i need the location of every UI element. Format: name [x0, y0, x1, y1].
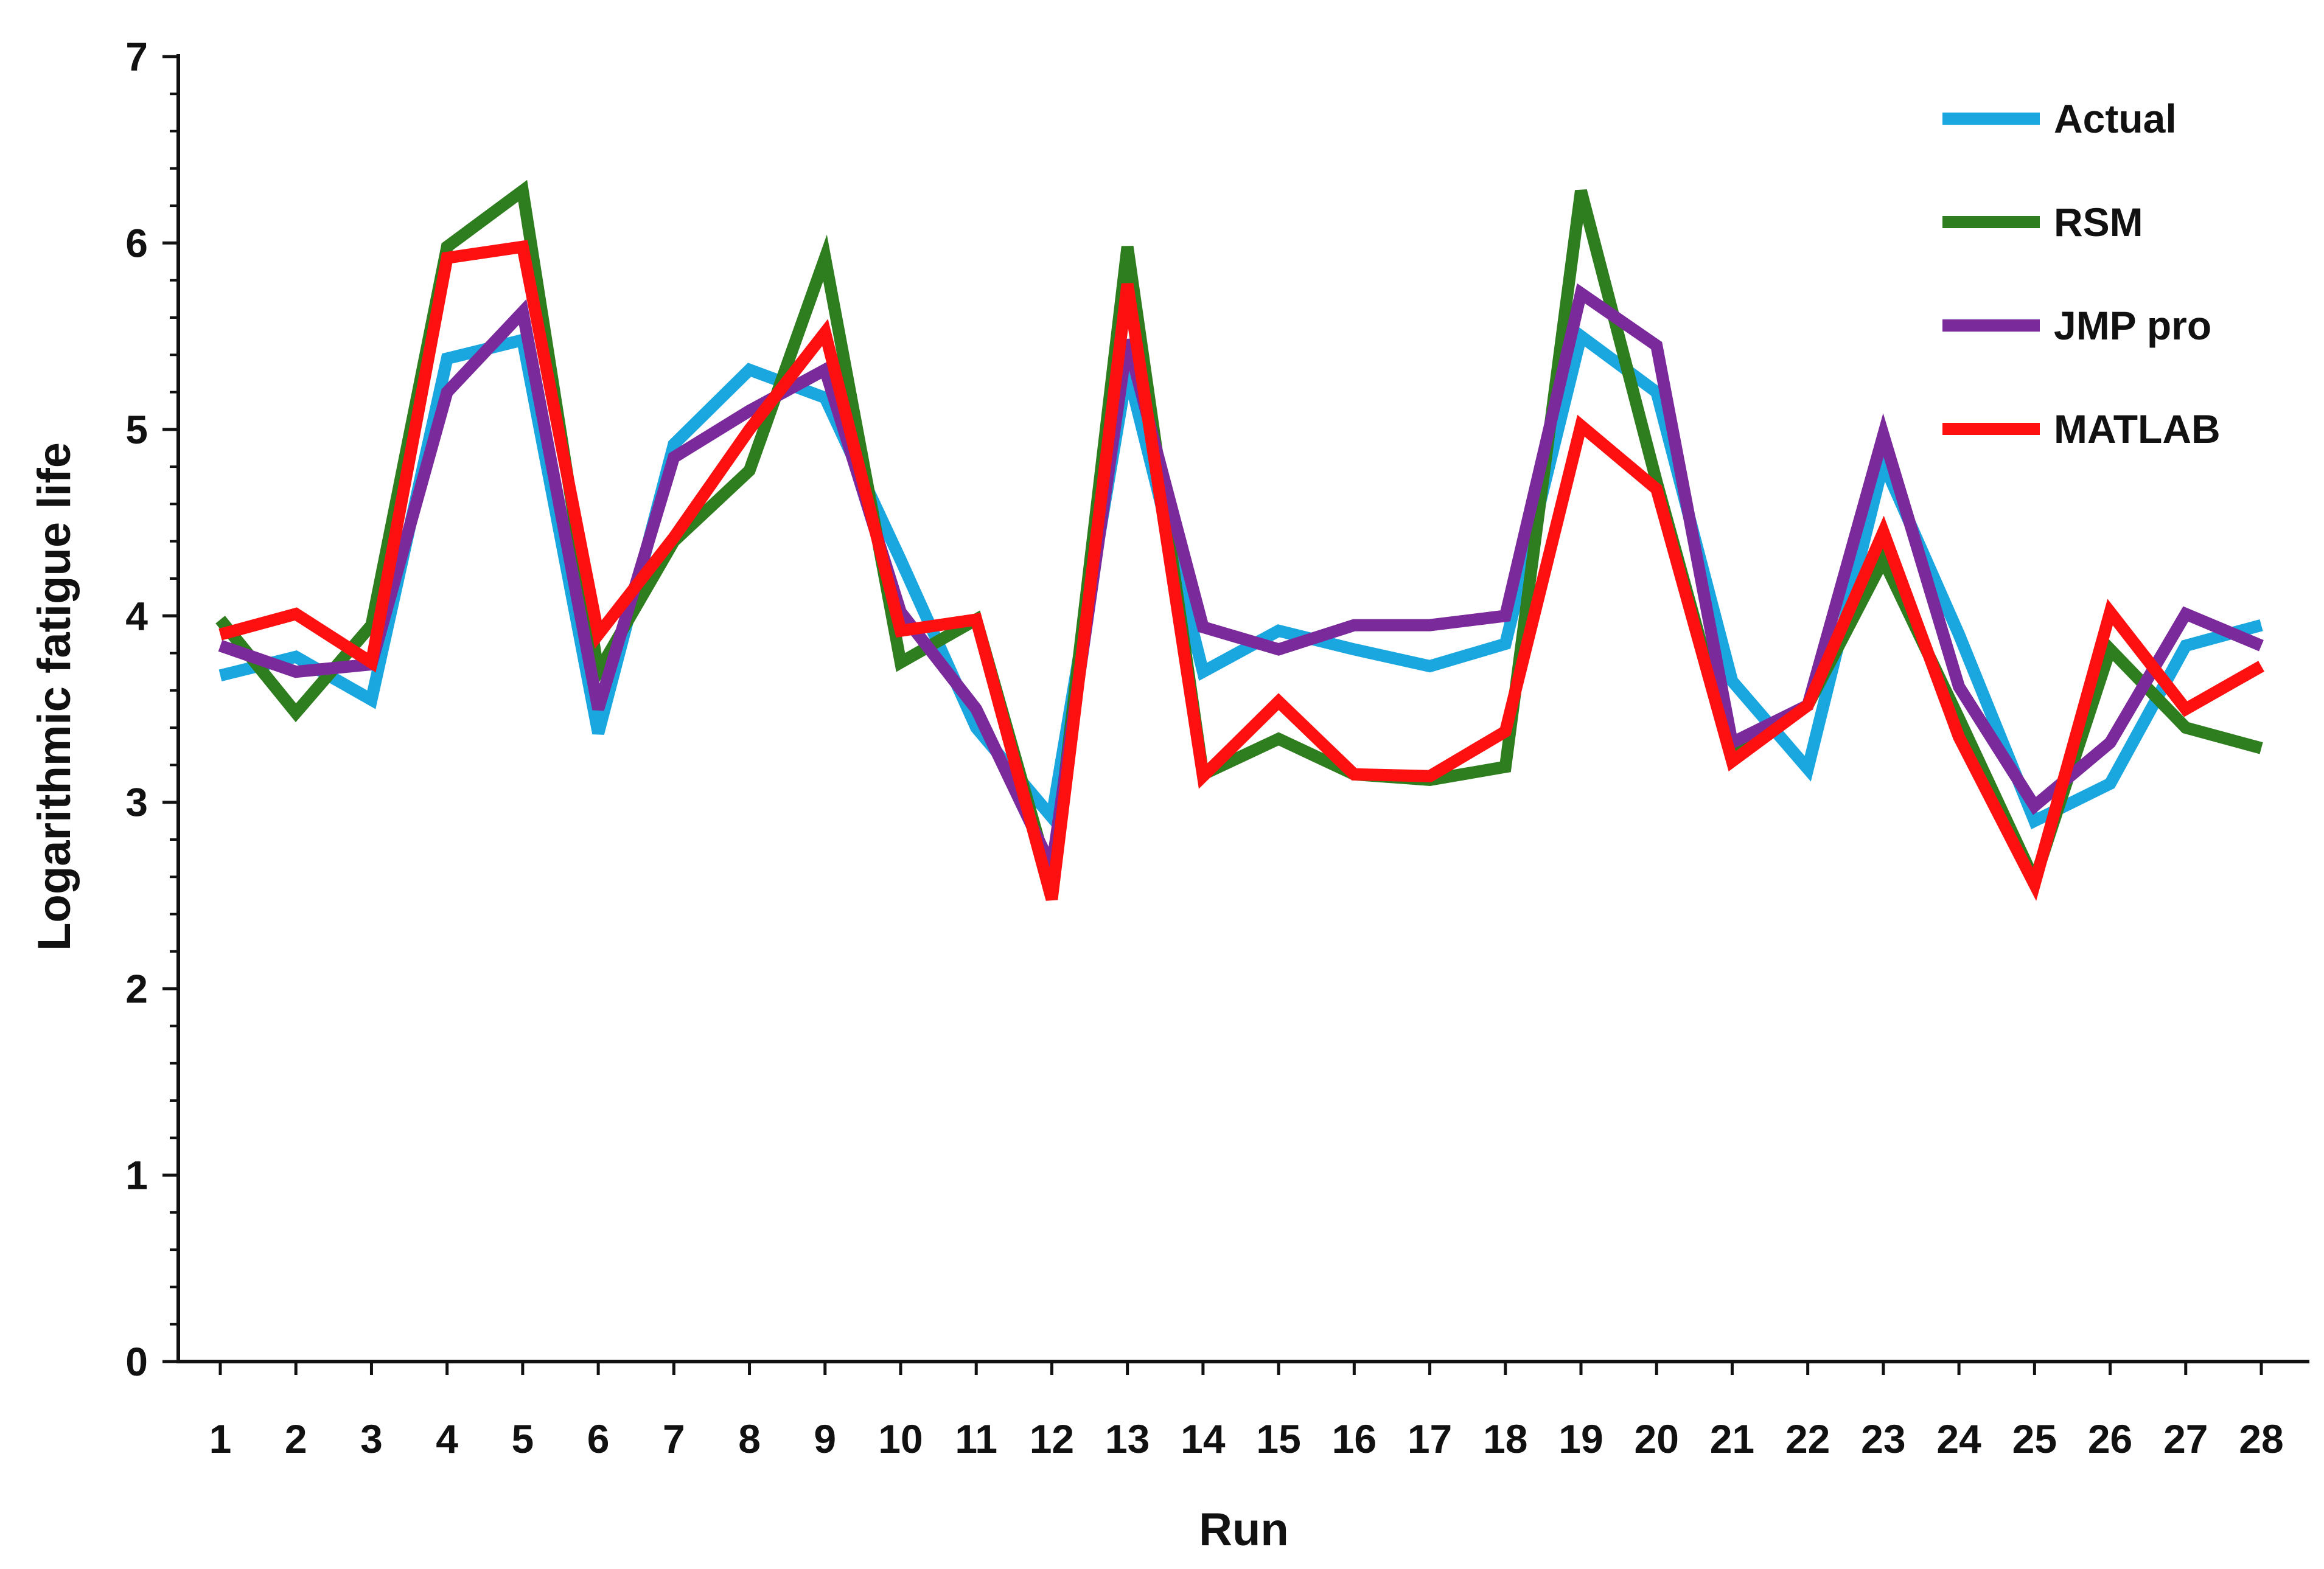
x-tick-label: 11 — [955, 1416, 997, 1461]
x-tick-label: 15 — [1256, 1416, 1300, 1461]
x-tick-label: 6 — [587, 1416, 610, 1461]
y-tick-label: 5 — [125, 407, 148, 452]
y-tick-label: 0 — [125, 1339, 148, 1384]
x-tick-label: 7 — [663, 1416, 685, 1461]
x-tick-label: 10 — [878, 1416, 923, 1461]
legend: Actual RSM JMP pro MATLAB — [1942, 96, 2221, 451]
x-tick-label: 16 — [1332, 1416, 1377, 1461]
x-tick-label: 27 — [2163, 1416, 2208, 1461]
series-line-jmp-pro — [218, 283, 2264, 889]
x-tick-label: 28 — [2239, 1416, 2283, 1461]
x-tick-label: 19 — [1558, 1416, 1603, 1461]
x-tick-label: 4 — [436, 1416, 458, 1461]
x-tick-label: 12 — [1030, 1416, 1074, 1461]
legend-label-matlab: MATLAB — [2054, 406, 2221, 451]
x-tick-label: 26 — [2088, 1416, 2132, 1461]
x-tick-label: 20 — [1635, 1416, 1679, 1461]
y-tick-label: 3 — [125, 780, 148, 825]
x-tick-label: 9 — [814, 1416, 836, 1461]
y-tick-label: 6 — [125, 220, 148, 265]
x-tick-label: 1 — [209, 1416, 232, 1461]
x-tick-label: 14 — [1181, 1416, 1226, 1461]
x-tick-label: 18 — [1483, 1416, 1527, 1461]
y-tick-label: 2 — [125, 966, 148, 1011]
x-tick-label: 23 — [1861, 1416, 1905, 1461]
series-line-matlab — [218, 240, 2264, 901]
x-tick-label: 17 — [1408, 1416, 1452, 1461]
x-tick-label: 2 — [285, 1416, 307, 1461]
series-lines — [215, 179, 2264, 901]
x-tick-label: 8 — [738, 1416, 761, 1461]
legend-label-actual: Actual — [2054, 96, 2177, 141]
x-tick-label: 3 — [360, 1416, 383, 1461]
x-tick-label: 25 — [2012, 1416, 2057, 1461]
x-tick-label: 24 — [1936, 1416, 1981, 1461]
x-tick-label: 21 — [1710, 1416, 1754, 1461]
legend-label-jmp-pro: JMP pro — [2054, 303, 2211, 348]
y-axis-title: Logarithmic fatigue life — [29, 442, 80, 951]
legend-label-rsm: RSM — [2054, 200, 2143, 245]
x-tick-label: 13 — [1105, 1416, 1150, 1461]
x-axis-title: Run — [1199, 1504, 1289, 1556]
series-line-actual — [218, 325, 2263, 832]
x-tick-label: 22 — [1785, 1416, 1830, 1461]
y-tick-label: 1 — [125, 1153, 148, 1198]
x-tick-label: 5 — [512, 1416, 534, 1461]
y-tick-label: 4 — [125, 593, 148, 638]
y-tick-label: 7 — [125, 34, 148, 79]
